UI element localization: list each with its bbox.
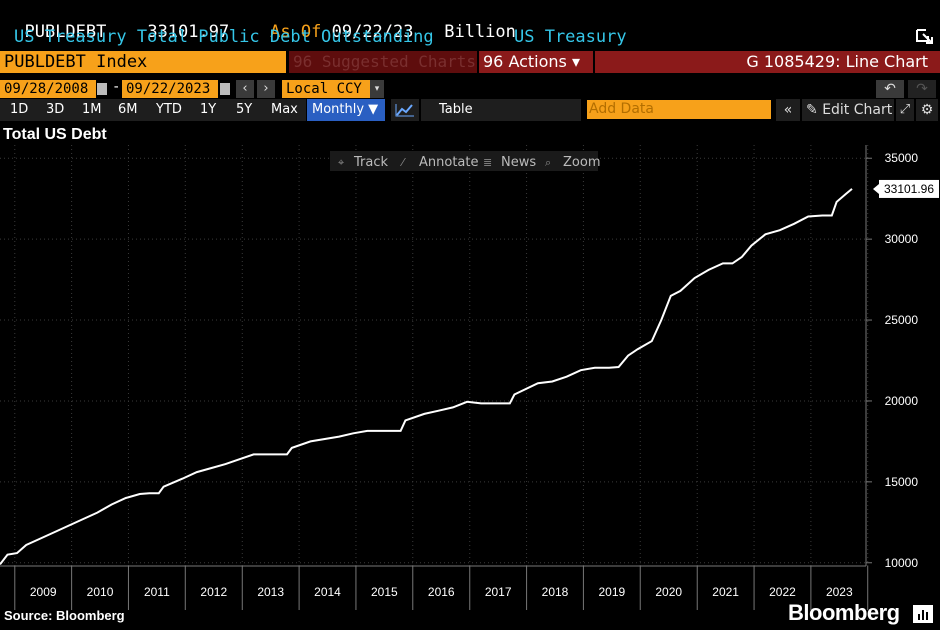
y-tick-label: 10000: [885, 556, 919, 570]
crosshair-icon: ⌖: [338, 156, 344, 169]
last-value-label: 33101.96: [873, 179, 939, 198]
toolbar: 1D 3D 1M 6M YTD 1Y 5Y Max Monthly ▼ Tabl…: [0, 99, 940, 121]
date-dash: -: [112, 79, 121, 95]
range-3d[interactable]: 3D: [46, 102, 65, 117]
resize-icon[interactable]: ⤢: [896, 99, 914, 121]
x-tick-label: 2009: [30, 585, 57, 599]
end-date-input[interactable]: 09/22/2023: [122, 80, 218, 98]
currency-select[interactable]: Local CCY: [282, 80, 370, 98]
last-value: 33101.97: [147, 22, 230, 42]
start-date-input[interactable]: 09/28/2008: [0, 80, 96, 98]
range-ytd[interactable]: YTD: [156, 102, 182, 117]
source-label: US Treasury: [514, 27, 627, 47]
x-axis: 2009 2010 2011 2012 2013 2014 2015 2016 2017 2018…: [0, 565, 869, 610]
zoom-label: Zoom: [563, 155, 600, 170]
y-tick-label: 15000: [885, 475, 919, 489]
ticker: PUBLDEBT: [24, 22, 107, 42]
date-bar: 09/28/2008 - 09/22/2023 ‹ › Local CCY ▾ …: [0, 79, 940, 99]
range-6m[interactable]: 6M: [118, 102, 138, 117]
source-note: Source: Bloomberg: [4, 608, 125, 623]
x-tick-label: 2013: [257, 585, 284, 599]
x-tick-label: 2019: [598, 585, 625, 599]
x-tick-label: 2016: [428, 585, 455, 599]
edit-chart-button[interactable]: ✎ Edit Chart: [802, 99, 894, 121]
last-value-text: 33101.96: [884, 182, 934, 196]
news-icon: ≣: [483, 156, 492, 169]
annotate-icon: ⁄: [399, 156, 406, 169]
as-of-date: 09/22/23: [331, 22, 414, 42]
line-chart-icon[interactable]: [391, 99, 419, 121]
edit-chart-label: Edit Chart: [822, 102, 893, 118]
annotate-label: Annotate: [419, 155, 478, 170]
y-tick-label: 20000: [885, 394, 919, 408]
add-data-input[interactable]: Add Data: [587, 100, 771, 119]
security-field[interactable]: PUBLDEBT Index: [0, 51, 286, 73]
line-chart[interactable]: Total US Debt 2009 2010 2011 2012 2013 2014 20…: [0, 122, 940, 610]
range-1m[interactable]: 1M: [82, 102, 102, 117]
actions-button[interactable]: 96 Actions ▾: [479, 51, 593, 73]
x-tick-label: 2014: [314, 585, 341, 599]
range-1y[interactable]: 1Y: [200, 102, 217, 117]
header-line: PUBLDEBT 33101.97 As Of 09/22/23 Billion: [4, 2, 515, 42]
table-button[interactable]: Table: [421, 99, 581, 121]
prev-period-button[interactable]: ‹: [236, 80, 254, 98]
description: US Treasury Total Public Debt Outstandin…: [14, 27, 434, 47]
track-label: Track: [353, 155, 388, 170]
range-1d[interactable]: 1D: [10, 102, 29, 117]
popout-icon[interactable]: [914, 27, 936, 47]
x-tick-label: 2012: [200, 585, 227, 599]
chart-tools: ⌖ Track ⁄ Annotate ≣ News ⌕ Zoom: [330, 151, 600, 171]
news-tool[interactable]: ≣ News: [483, 155, 536, 170]
calendar-icon[interactable]: [97, 83, 107, 95]
y-tick-label: 30000: [885, 232, 919, 246]
x-tick-label: 2020: [655, 585, 682, 599]
x-tick-label: 2022: [769, 585, 796, 599]
suggested-charts-button[interactable]: 96 Suggested Charts: [289, 51, 477, 73]
range-max[interactable]: Max: [271, 102, 298, 117]
news-label: News: [501, 155, 536, 170]
track-tool[interactable]: ⌖ Track: [338, 155, 388, 170]
last-value-pointer: [873, 183, 879, 194]
annotate-tool[interactable]: ⁄ Annotate: [399, 155, 478, 170]
x-tick-label: 2023: [826, 585, 853, 599]
currency-dropdown-icon[interactable]: ▾: [370, 80, 384, 98]
x-tick-label: 2021: [712, 585, 739, 599]
bloomberg-logo-icon: [912, 603, 934, 625]
x-tick-label: 2010: [87, 585, 114, 599]
range-5y[interactable]: 5Y: [236, 102, 253, 117]
calendar-icon[interactable]: [220, 83, 230, 95]
y-tick-label: 35000: [885, 151, 919, 165]
x-tick-label: 2015: [371, 585, 398, 599]
frequency-select[interactable]: Monthly ▼: [307, 99, 385, 121]
collapse-icon[interactable]: «: [776, 99, 800, 121]
command-bar: PUBLDEBT Index 96 Suggested Charts 96 Ac…: [0, 50, 940, 74]
last-value-box: [879, 179, 939, 198]
grid: [0, 145, 869, 566]
units: Billion: [444, 22, 516, 42]
undo-icon[interactable]: ↶: [876, 80, 904, 98]
gear-icon[interactable]: ⚙: [916, 99, 938, 121]
x-tick-label: 2017: [485, 585, 512, 599]
pencil-icon: ✎: [806, 102, 818, 118]
series-line: [0, 188, 853, 566]
chart-id: G 1085429: Line Chart: [595, 51, 940, 73]
next-period-button[interactable]: ›: [257, 80, 275, 98]
x-tick-label: 2011: [144, 585, 170, 599]
as-of-label: As Of: [270, 22, 322, 42]
x-tick-label: 2018: [542, 585, 569, 599]
description-line: US Treasury Total Public Debt Outstandin…: [0, 27, 940, 49]
magnifier-icon: ⌕: [545, 156, 551, 169]
zoom-tool[interactable]: ⌕ Zoom: [545, 155, 600, 170]
y-tick-label: 25000: [885, 313, 919, 327]
y-axis: 10000 15000 20000 25000 30000 35000: [865, 145, 919, 570]
chart-title: Total US Debt: [3, 126, 107, 143]
redo-icon[interactable]: ↷: [908, 80, 936, 98]
bloomberg-logo: Bloomberg: [788, 600, 900, 625]
